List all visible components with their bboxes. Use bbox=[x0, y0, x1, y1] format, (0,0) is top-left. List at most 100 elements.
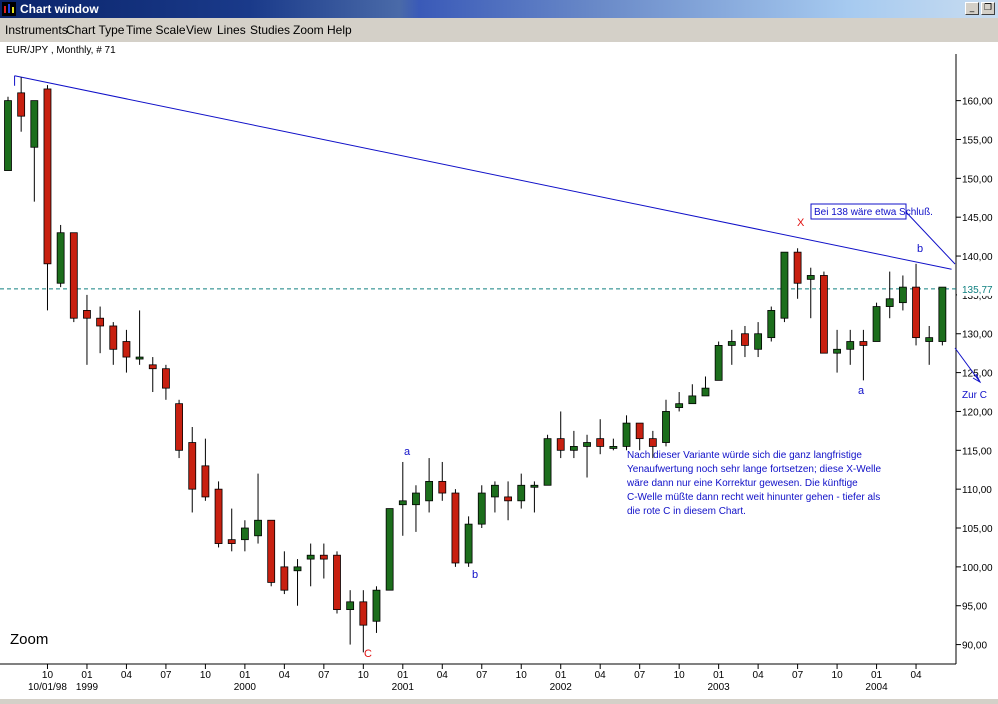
x-year-label: 2003 bbox=[708, 682, 731, 693]
wave-label-c: C bbox=[364, 648, 372, 660]
wave-label-x: X bbox=[797, 217, 805, 229]
candle-body bbox=[767, 310, 776, 339]
candle-body bbox=[925, 337, 934, 342]
candle-body bbox=[714, 345, 723, 381]
candle-body bbox=[425, 480, 434, 502]
candle-body bbox=[793, 251, 802, 284]
candle-body bbox=[885, 298, 894, 307]
candle-body bbox=[898, 286, 907, 304]
menu-instruments[interactable]: Instruments bbox=[5, 23, 68, 37]
menu-studies[interactable]: Studies bbox=[250, 23, 291, 37]
candle-body bbox=[622, 422, 631, 447]
candle-body bbox=[412, 492, 420, 506]
candle-body bbox=[96, 317, 105, 327]
candle-body bbox=[385, 508, 394, 591]
chart-title: EUR/JPY , Monthly, # 71 bbox=[6, 45, 116, 56]
candle-body bbox=[517, 484, 526, 502]
x-tick-label: 01 bbox=[81, 670, 93, 681]
chart-area[interactable]: EUR/JPY , Monthly, # 71 90,00 95,00 100,00… bbox=[0, 42, 998, 699]
candle-body bbox=[609, 446, 618, 449]
menu-view[interactable]: View bbox=[186, 23, 212, 37]
y-tick-label: 95,00 bbox=[962, 602, 987, 613]
menu-help[interactable]: Help bbox=[327, 23, 352, 37]
x-year-label: 10/01/98 bbox=[28, 682, 67, 693]
candle-body bbox=[596, 438, 605, 447]
x-tick-label: 04 bbox=[910, 670, 922, 681]
candle-body bbox=[912, 286, 920, 339]
minimize-icon[interactable]: _ bbox=[965, 2, 979, 15]
x-tick-label: 01 bbox=[397, 670, 409, 681]
candle-body bbox=[372, 589, 381, 622]
x-tick-label: 07 bbox=[792, 670, 804, 681]
candle-body bbox=[398, 500, 407, 506]
note-box[interactable] bbox=[810, 203, 907, 220]
x-tick-label: 04 bbox=[595, 670, 607, 681]
candle-body bbox=[635, 422, 644, 440]
candle-body bbox=[846, 341, 855, 350]
menu-time-scale[interactable]: Time Scale bbox=[126, 23, 186, 37]
y-tick-label: 90,00 bbox=[962, 641, 987, 652]
x-tick-label: 04 bbox=[121, 670, 133, 681]
candle-body bbox=[451, 492, 460, 564]
candle-body bbox=[872, 306, 881, 342]
candle-body bbox=[30, 100, 39, 148]
candle-body bbox=[122, 341, 131, 358]
candle-body bbox=[148, 364, 157, 370]
x-year-label: 1999 bbox=[76, 682, 99, 693]
candle-body bbox=[83, 310, 91, 319]
candle-body bbox=[569, 446, 578, 451]
candle-body bbox=[530, 484, 539, 488]
note-line: Yenaufwertung noch sehr lange fortsetzen… bbox=[627, 464, 881, 475]
candle-body bbox=[543, 438, 552, 486]
x-tick-label: 10 bbox=[200, 670, 212, 681]
x-tick-label: 01 bbox=[713, 670, 725, 681]
candlestick-chart[interactable]: EUR/JPY , Monthly, # 71 90,00 95,00 100,00… bbox=[0, 42, 998, 699]
candle-body bbox=[438, 480, 447, 494]
y-tick-label: 130,00 bbox=[962, 330, 993, 341]
y-tick-label: 125,00 bbox=[962, 369, 993, 380]
candle-body bbox=[833, 348, 841, 354]
candle-body bbox=[254, 519, 262, 537]
y-tick-label: 145,00 bbox=[962, 213, 993, 224]
trendline[interactable] bbox=[14, 75, 952, 270]
x-tick-label: 07 bbox=[318, 670, 330, 681]
chart-background bbox=[0, 42, 998, 699]
candle-body bbox=[648, 438, 657, 447]
x-year-label: 2002 bbox=[550, 682, 573, 693]
candle-body bbox=[477, 492, 486, 525]
candle-body bbox=[754, 333, 763, 350]
window-title: Chart window bbox=[20, 2, 99, 16]
note-line: Nach dieser Variante würde sich die ganz… bbox=[627, 450, 862, 461]
candle-body bbox=[267, 519, 276, 583]
x-tick-label: 04 bbox=[279, 670, 291, 681]
title-bar: Chart window _ ❐ bbox=[0, 0, 998, 18]
x-tick-label: 10 bbox=[832, 670, 844, 681]
resistance-trendline[interactable] bbox=[14, 75, 952, 270]
restore-icon[interactable]: ❐ bbox=[981, 2, 995, 15]
x-tick-label: 01 bbox=[555, 670, 567, 681]
x-year-label: 2001 bbox=[392, 682, 415, 693]
candle-body bbox=[741, 333, 749, 346]
menu-chart-type[interactable]: Chart Type bbox=[66, 23, 125, 37]
candle-body bbox=[201, 465, 210, 498]
candles bbox=[4, 77, 947, 653]
app-icon bbox=[2, 2, 16, 16]
y-tick-label: 120,00 bbox=[962, 407, 993, 418]
menu-zoom[interactable]: Zoom bbox=[293, 23, 324, 37]
candle-body bbox=[280, 566, 289, 591]
x-tick-label: 01 bbox=[239, 670, 251, 681]
y-tick-label: 115,00 bbox=[962, 446, 992, 457]
y-tick-label: 110,00 bbox=[962, 485, 992, 496]
menu-lines[interactable]: Lines bbox=[217, 23, 246, 37]
x-year-label: 2004 bbox=[865, 682, 888, 693]
x-tick-label: 10 bbox=[358, 670, 370, 681]
candle-body bbox=[109, 325, 118, 350]
candle-body bbox=[675, 403, 684, 408]
y-tick-label: 105,00 bbox=[962, 524, 993, 535]
x-tick-label: 07 bbox=[634, 670, 646, 681]
x-tick-label: 04 bbox=[437, 670, 449, 681]
current-price-tag bbox=[957, 281, 997, 296]
candle-body bbox=[346, 601, 355, 611]
wave-label-a-2003: a bbox=[858, 385, 865, 397]
